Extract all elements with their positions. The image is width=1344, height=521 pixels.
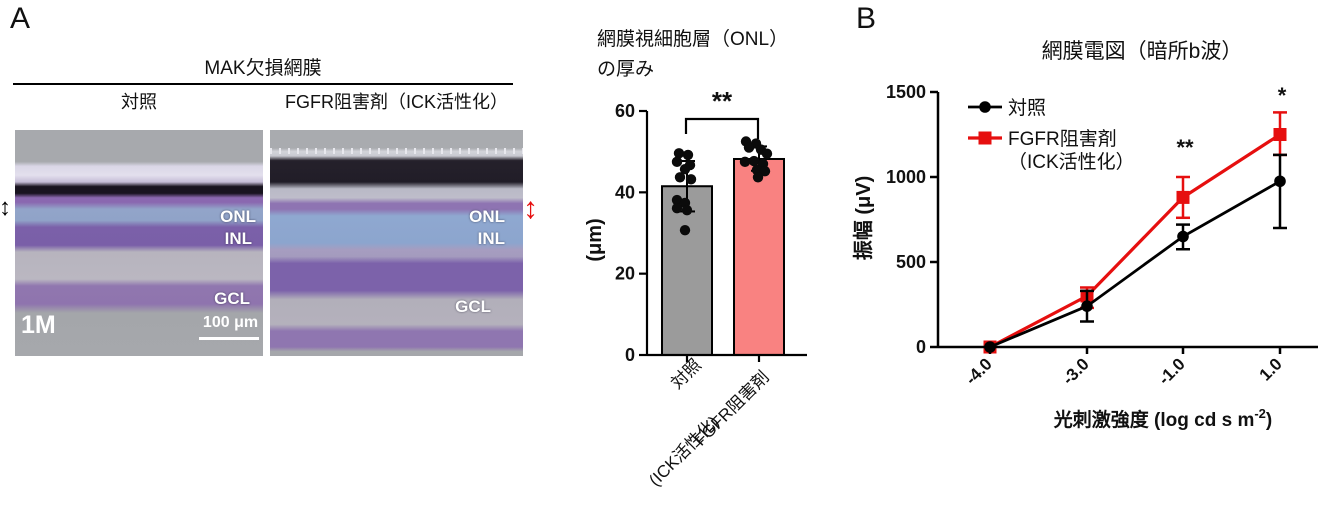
data-point-treated xyxy=(1176,190,1190,204)
panel-a-label: A xyxy=(10,2,31,35)
bar-chart-title: 網膜視細胞層（ONL） の厚み xyxy=(597,25,788,86)
bar-category-label: (ICK活性化) xyxy=(645,412,723,490)
y-tick-label: 40 xyxy=(615,182,635,202)
series-treated-line xyxy=(989,133,1281,349)
scale-bar-label: 100 μm xyxy=(202,314,259,331)
onl-thickness-arrow-control-icon: ↕ xyxy=(0,194,11,221)
legend-marker xyxy=(979,101,991,113)
scatter-dot xyxy=(679,163,691,175)
y-tick-label: 1000 xyxy=(886,167,926,187)
layer-label-onl: ONL xyxy=(469,207,505,226)
layer-label-onl: ONL xyxy=(220,207,256,226)
age-label: 1M xyxy=(21,311,56,339)
scatter-dot xyxy=(671,194,683,206)
scatter-dot xyxy=(671,202,683,214)
data-point-control xyxy=(1177,230,1189,243)
significance-stars: * xyxy=(1278,83,1287,108)
y-tick-label: 1500 xyxy=(886,82,926,102)
panel-b-label: B xyxy=(856,2,877,35)
scatter-dot xyxy=(748,155,760,167)
bar-category-label: 対照 xyxy=(667,355,704,392)
onl-thickness-arrow-treated-icon: ↕ xyxy=(523,192,538,225)
bar-y-axis-title: (μm) xyxy=(585,218,606,261)
data-point-control xyxy=(1274,175,1286,188)
x-tick-label: -1.0 xyxy=(1155,354,1189,388)
scatter-dot xyxy=(679,224,691,236)
micrograph-treated: ONL INL GCL xyxy=(270,130,523,356)
scatter-dot xyxy=(685,174,697,185)
scatter-dot xyxy=(673,148,685,159)
scatter-dot xyxy=(759,165,771,177)
significance-bracket xyxy=(684,117,760,139)
y-tick-label: 0 xyxy=(625,345,635,365)
scatter-dot xyxy=(752,172,764,183)
column-label-control: 対照 xyxy=(121,92,157,112)
series-control-line xyxy=(989,180,1281,349)
bar-chart-title-line2: の厚み xyxy=(597,59,655,81)
line-y-axis-title: 振幅 (μV) xyxy=(852,176,875,260)
layer-label-gcl: GCL xyxy=(455,297,491,316)
layer-label-inl: INL xyxy=(477,229,505,248)
legend-label: FGFR阻害剤 xyxy=(1008,128,1117,150)
panel-a-group-title: MAK欠損網膜 xyxy=(204,58,322,79)
scatter-dot xyxy=(682,149,694,161)
x-tick-label: -3.0 xyxy=(1059,354,1093,388)
line-x-axis-title: 光刺激強度 (log cd s m-2) xyxy=(1053,406,1272,431)
bar-treated xyxy=(733,157,785,356)
scatter-dot xyxy=(743,142,755,153)
y-tick-label: 60 xyxy=(615,101,635,121)
scatter-dot xyxy=(681,205,693,216)
line-chart: 網膜電図（暗所b波） 0 500 1000 1500 -4.0 -3.0 -1.0 1.0 振幅 … xyxy=(852,40,1318,431)
line-chart-title: 網膜電図（暗所b波） xyxy=(1042,40,1243,63)
significance-stars: ** xyxy=(712,88,733,116)
data-point-treated xyxy=(1273,128,1287,141)
bar-chart-title-line1: 網膜視細胞層（ONL） xyxy=(597,29,789,50)
scatter-dot xyxy=(761,148,773,159)
panel-a-group-underline xyxy=(13,83,513,85)
scatter-dot xyxy=(739,156,751,168)
layer-label-gcl: GCL xyxy=(214,289,250,308)
legend-label: （ICK活性化） xyxy=(1008,151,1135,173)
y-tick-label: 0 xyxy=(916,337,926,357)
scatter-dot xyxy=(674,172,686,183)
legend-label: 対照 xyxy=(1008,97,1046,119)
scatter-dot xyxy=(671,156,683,168)
x-tick-label: -4.0 xyxy=(962,354,996,388)
column-label-treated: FGFR阻害剤（ICK活性化） xyxy=(285,92,508,112)
y-tick-label: 500 xyxy=(896,252,926,272)
significance-stars: ** xyxy=(1176,135,1194,160)
scale-bar xyxy=(199,337,259,340)
layer-label-inl: INL xyxy=(224,229,252,248)
x-tick-label: 1.0 xyxy=(1256,354,1286,384)
data-point-control xyxy=(1081,300,1093,313)
y-tick-label: 20 xyxy=(615,264,635,284)
micrograph-control: ONL INL GCL 1M 100 μm xyxy=(15,130,263,356)
legend-marker xyxy=(978,131,992,145)
